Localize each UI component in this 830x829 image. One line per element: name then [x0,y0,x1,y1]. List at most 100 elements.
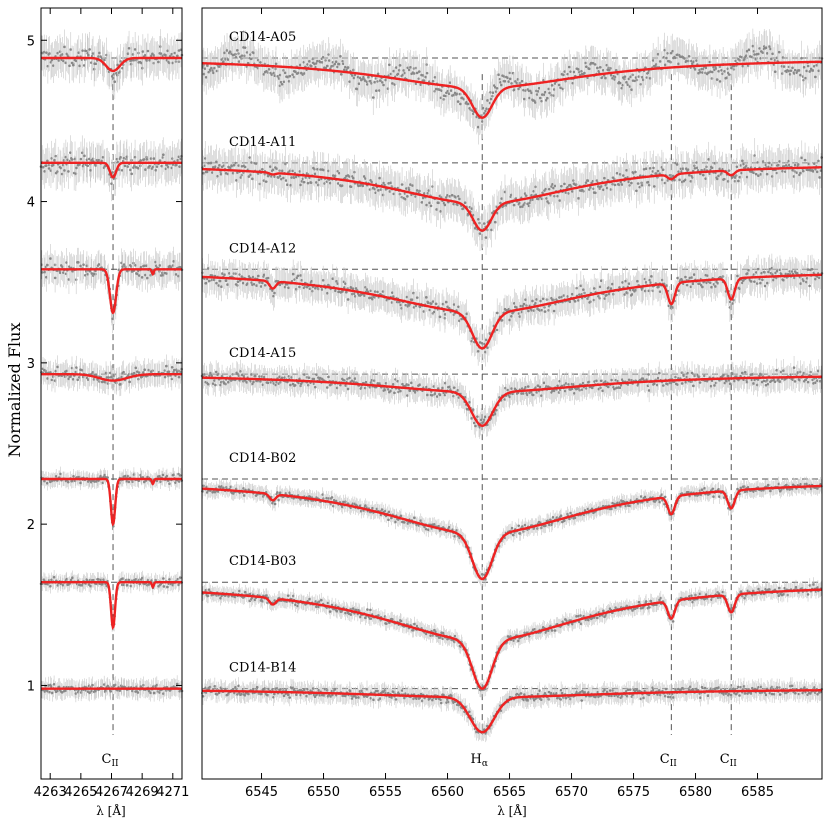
data-point [130,59,134,62]
data-point [91,52,95,55]
data-point [142,480,146,484]
data-point [52,575,56,579]
data-point [789,69,793,72]
data-point [53,276,57,280]
data-point [83,273,87,277]
data-point [165,474,169,478]
data-point [207,279,211,283]
data-point [609,188,613,191]
data-point [368,188,372,191]
y-tick-label: 3 [27,357,35,372]
data-point [818,176,821,179]
data-point [443,203,447,207]
data-point [715,177,719,181]
data-point [240,57,243,60]
data-point [53,158,56,162]
data-point [630,88,633,91]
data-point [97,263,101,266]
data-point [116,63,120,67]
data-point [660,166,664,169]
data-point [313,167,316,171]
data-point [165,364,168,368]
data-point [79,481,82,485]
data-point [598,65,602,69]
data-point [425,71,429,75]
data-point [50,378,54,382]
data-point [486,99,489,102]
data-point [202,171,205,175]
data-point [656,169,660,173]
data-point [540,197,544,201]
data-point [60,172,64,176]
data-point [74,172,78,175]
data-point [236,280,240,284]
data-point [406,195,409,198]
data-point [334,60,338,64]
data-point [134,264,137,267]
data-point [787,159,790,163]
data-point [99,55,102,58]
data-point [252,282,256,286]
data-point [727,73,731,76]
data-point [152,691,156,695]
data-point [321,55,325,59]
data-point [266,276,270,280]
data-point [151,52,154,56]
data-point [806,64,810,68]
data-point [137,377,140,381]
data-point [718,80,722,83]
data-point [302,60,306,64]
data-point [638,185,642,189]
data-point [150,54,153,58]
data-point [557,83,561,87]
data-point [90,272,94,275]
data-point [163,375,167,379]
data-point [351,287,355,290]
data-point [418,189,422,193]
data-point [176,54,179,58]
data-point [236,284,239,287]
data-point [434,302,438,306]
data-point [143,368,147,371]
data-point [695,161,699,164]
data-point [79,264,82,268]
data-point [176,158,179,162]
data-point [45,51,48,54]
data-point [140,276,144,279]
data-point [588,67,591,71]
data-point [111,317,114,321]
data-point [284,162,287,166]
data-point [86,378,90,381]
data-point [161,273,165,277]
data-point [675,163,679,166]
data-point [76,378,80,382]
data-point [228,50,232,54]
data-point [593,63,597,66]
data-point [596,66,599,70]
data-point [698,70,702,74]
data-point [283,71,287,75]
data-point [69,48,73,51]
data-point [249,57,253,61]
data-point [243,46,247,49]
data-point [64,272,68,276]
data-point [623,75,627,78]
data-point [162,585,166,588]
data-point [802,65,806,69]
data-point [161,473,165,477]
data-point [263,283,267,287]
data-point [431,79,435,83]
data-point [604,76,607,80]
data-point [450,193,454,197]
data-point [458,92,462,96]
left-y-ticks: 1 2 3 4 5 [27,34,182,694]
data-point [113,80,117,84]
data-point [259,285,263,288]
left-panel-frame [40,7,183,780]
data-point [775,171,779,175]
data-point [613,183,617,187]
data-point [204,76,208,79]
data-point [770,57,773,61]
data-point [572,70,576,74]
